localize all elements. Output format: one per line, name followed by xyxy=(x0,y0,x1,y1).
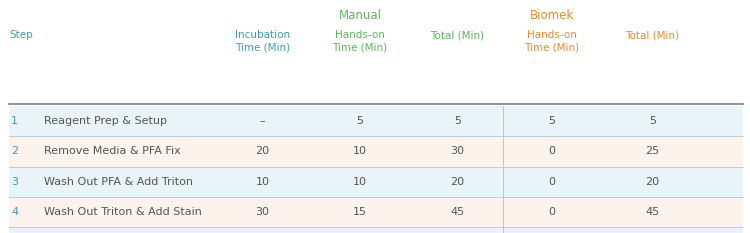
Bar xyxy=(9,136,742,167)
Bar xyxy=(9,167,742,197)
Text: Incubation
Time (Min): Incubation Time (Min) xyxy=(235,30,290,53)
Bar xyxy=(9,197,742,227)
Text: 5: 5 xyxy=(356,116,364,126)
Text: Reagent Prep & Setup: Reagent Prep & Setup xyxy=(44,116,166,126)
Text: 30: 30 xyxy=(256,207,269,217)
Bar xyxy=(9,106,742,136)
Text: Hands-on
Time (Min): Hands-on Time (Min) xyxy=(524,30,580,53)
Text: Remove Media & PFA Fix: Remove Media & PFA Fix xyxy=(44,147,180,156)
Text: Step: Step xyxy=(9,30,33,40)
Bar xyxy=(9,227,742,233)
Text: 1: 1 xyxy=(11,116,18,126)
Text: 4: 4 xyxy=(11,207,18,217)
Text: 5: 5 xyxy=(649,116,656,126)
Text: 5: 5 xyxy=(548,116,556,126)
Text: Hands-on
Time (Min): Hands-on Time (Min) xyxy=(332,30,388,53)
Text: 10: 10 xyxy=(256,177,269,187)
Text: 10: 10 xyxy=(353,177,367,187)
Text: 2: 2 xyxy=(11,147,18,156)
Text: 20: 20 xyxy=(256,147,269,156)
Text: 5: 5 xyxy=(454,116,461,126)
Text: Wash Out PFA & Add Triton: Wash Out PFA & Add Triton xyxy=(44,177,193,187)
Text: Wash Out Triton & Add Stain: Wash Out Triton & Add Stain xyxy=(44,207,201,217)
Text: Manual: Manual xyxy=(338,9,382,22)
Text: Total (Min): Total (Min) xyxy=(430,30,484,40)
Text: –: – xyxy=(260,116,266,126)
Text: Biomek: Biomek xyxy=(530,9,574,22)
Text: 30: 30 xyxy=(451,147,464,156)
Text: 0: 0 xyxy=(548,147,556,156)
Text: Total (Min): Total (Min) xyxy=(626,30,680,40)
Text: 15: 15 xyxy=(353,207,367,217)
Text: 45: 45 xyxy=(646,207,659,217)
Text: 3: 3 xyxy=(11,177,18,187)
Text: 20: 20 xyxy=(451,177,464,187)
Text: 0: 0 xyxy=(548,207,556,217)
Text: 20: 20 xyxy=(646,177,659,187)
Text: 25: 25 xyxy=(646,147,659,156)
Text: 45: 45 xyxy=(451,207,464,217)
Text: 0: 0 xyxy=(548,177,556,187)
Text: 10: 10 xyxy=(353,147,367,156)
